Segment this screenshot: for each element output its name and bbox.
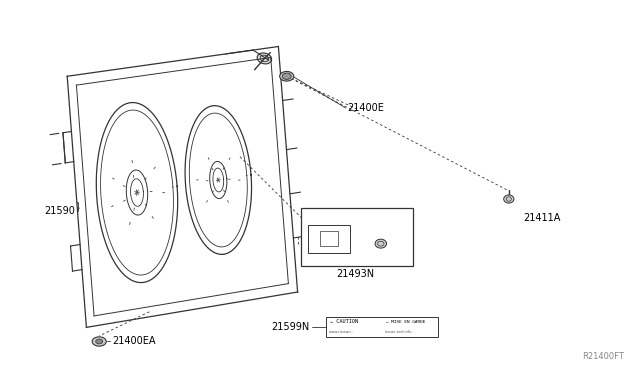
Bar (301, 208, 413, 266)
Text: 21590: 21590 (45, 206, 76, 216)
Ellipse shape (280, 71, 294, 81)
Text: 21493N: 21493N (336, 269, 374, 279)
Ellipse shape (375, 239, 387, 248)
Text: ⚠ MISE EN GARDE: ⚠ MISE EN GARDE (385, 320, 425, 324)
Text: R21400FT: R21400FT (582, 352, 624, 361)
Ellipse shape (504, 195, 514, 203)
Ellipse shape (92, 337, 106, 346)
Ellipse shape (257, 53, 271, 64)
Ellipse shape (96, 339, 102, 344)
Text: 21411A: 21411A (524, 214, 561, 223)
Text: 21400EA: 21400EA (112, 337, 156, 346)
Text: 21599N: 21599N (271, 322, 309, 332)
Bar (326, 317, 438, 337)
Text: 21400E: 21400E (348, 103, 385, 113)
Text: ⚠ CAUTION: ⚠ CAUTION (330, 320, 358, 324)
Text: www.nissan...: www.nissan... (329, 330, 355, 334)
Bar (320, 231, 338, 246)
Bar (308, 225, 350, 253)
Text: nissan-techinfo...: nissan-techinfo... (385, 330, 415, 334)
Ellipse shape (282, 73, 291, 79)
